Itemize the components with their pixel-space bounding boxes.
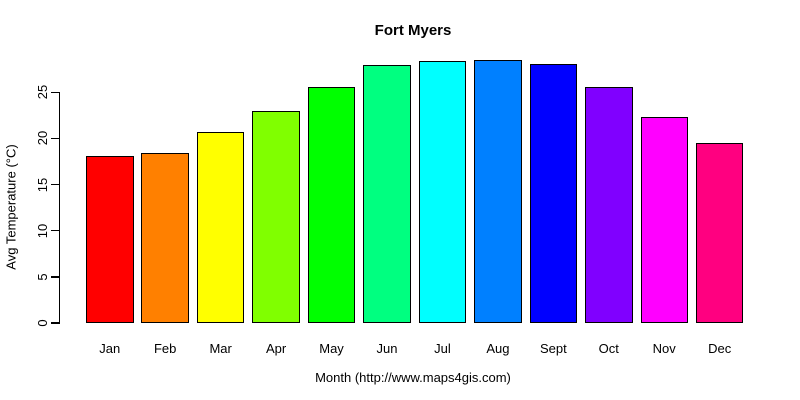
x-axis-label-mar: Mar: [209, 341, 232, 356]
bar-mar: [196, 131, 245, 323]
y-axis-tick: [50, 137, 59, 140]
y-axis-tick: [50, 229, 59, 232]
y-axis-line: [58, 92, 60, 324]
x-axis-label-dec: Dec: [708, 341, 732, 356]
x-axis-title: Month (http://www.maps4gis.com): [315, 370, 511, 385]
x-axis-label-apr: Apr: [265, 341, 287, 356]
bar-nov: [640, 117, 688, 323]
x-axis-label-jun: Jun: [376, 341, 398, 356]
bar-sept: [529, 63, 578, 323]
x-axis-label-jan: Jan: [99, 341, 121, 356]
x-axis-label-sept: Sept: [539, 341, 567, 356]
x-axis-label-oct: Oct: [598, 341, 619, 356]
y-axis-tick-label: 15: [35, 177, 50, 192]
y-axis-tick: [50, 322, 59, 324]
bar-apr: [252, 110, 300, 323]
bar-oct: [585, 86, 633, 323]
y-axis-tick: [50, 183, 59, 186]
x-axis-label-feb: Feb: [153, 341, 177, 356]
chart-title: Fort Myers: [374, 22, 452, 39]
bar-jun: [363, 65, 411, 323]
bar-may: [307, 86, 356, 323]
bar-aug: [474, 59, 522, 323]
bar-dec: [695, 143, 744, 323]
bar-feb: [141, 153, 189, 323]
y-axis-tick-label: 25: [35, 85, 50, 100]
y-axis-tick-label: 10: [35, 223, 50, 238]
x-axis-label-aug: Aug: [486, 341, 510, 356]
bar-jul: [418, 60, 467, 323]
y-axis-tick: [50, 91, 59, 93]
x-axis-label-jul: Jul: [434, 341, 451, 356]
y-axis-tick-label: 5: [35, 273, 50, 281]
bar-jan: [86, 155, 134, 323]
x-axis-label-may: May: [319, 341, 344, 356]
x-axis-label-nov: Nov: [652, 341, 676, 356]
y-axis-tick-label: 20: [35, 131, 50, 146]
y-axis-tick: [50, 276, 59, 278]
y-axis-title: Avg Temperature (°C): [3, 144, 19, 270]
y-axis-tick-label: 0: [35, 319, 50, 327]
